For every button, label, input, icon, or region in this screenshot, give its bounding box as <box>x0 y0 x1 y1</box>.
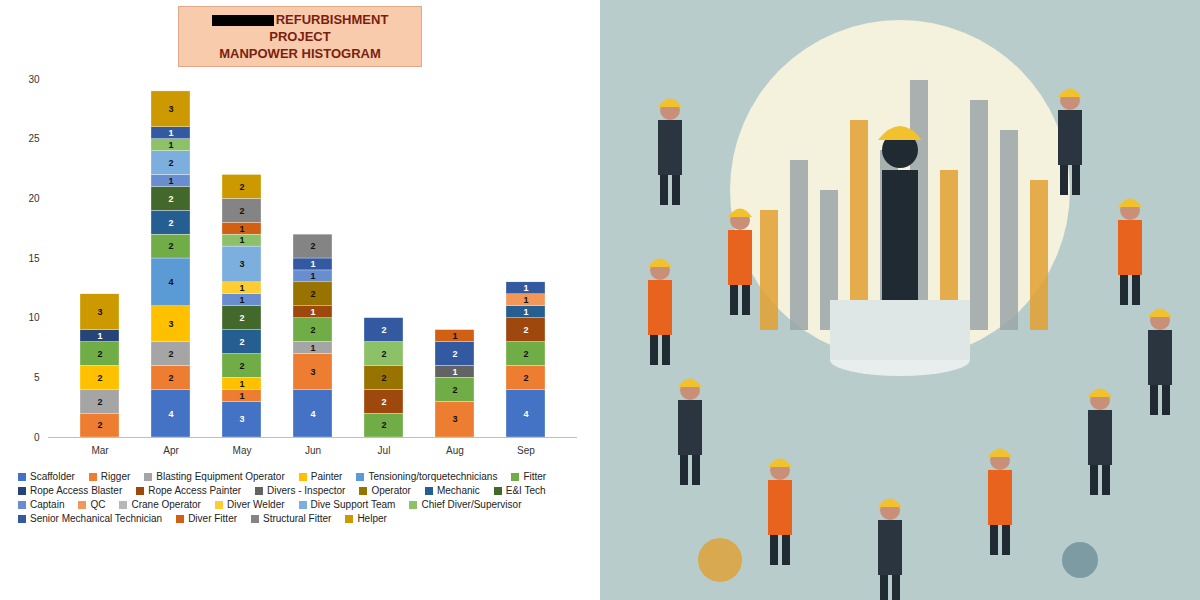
svg-text:20: 20 <box>28 193 40 204</box>
html-text:E&I Tech: E&I Tech <box>505 485 546 496</box>
html-text:Blasting Equipment Operator: Blasting Equipment Operator <box>156 471 285 482</box>
svg-text:1: 1 <box>239 295 244 305</box>
svg-text:2: 2 <box>239 313 244 323</box>
html-text:Structural Fitter: Structural Fitter <box>263 513 332 524</box>
svg-text:2: 2 <box>310 289 315 299</box>
svg-text:1: 1 <box>239 379 244 389</box>
svg-text:2: 2 <box>97 349 102 359</box>
svg-text:3: 3 <box>97 307 102 317</box>
svg-text:1: 1 <box>239 224 244 234</box>
svg-text:Mar: Mar <box>91 445 109 456</box>
html-text:Senior Mechanical Technician: Senior Mechanical Technician <box>30 513 163 524</box>
svg-text:0: 0 <box>34 432 40 443</box>
svg-text:2: 2 <box>452 385 457 395</box>
svg-text:2: 2 <box>523 349 528 359</box>
svg-text:3: 3 <box>310 367 315 377</box>
svg-text:2: 2 <box>239 361 244 371</box>
svg-text:1: 1 <box>310 343 315 353</box>
svg-text:1: 1 <box>239 283 244 293</box>
svg-text:1: 1 <box>97 331 102 341</box>
svg-text:30: 30 <box>28 74 40 85</box>
html-text:MANPOWER HISTOGRAM: MANPOWER HISTOGRAM <box>219 46 381 61</box>
html-text:Helper: Helper <box>357 513 387 524</box>
svg-text:1: 1 <box>168 176 173 186</box>
html-text:Painter: Painter <box>310 471 343 482</box>
svg-text:2: 2 <box>523 325 528 335</box>
svg-text:3: 3 <box>239 259 244 269</box>
html-text:Rope Access Blaster: Rope Access Blaster <box>30 485 123 496</box>
svg-text:15: 15 <box>28 253 40 264</box>
svg-text:1: 1 <box>239 391 244 401</box>
html-text:QC: QC <box>90 499 106 510</box>
svg-text:Sep: Sep <box>517 445 535 456</box>
svg-text:May: May <box>233 445 252 456</box>
svg-text:Apr: Apr <box>163 445 179 456</box>
svg-text:5: 5 <box>34 372 40 383</box>
svg-text:1: 1 <box>239 235 244 245</box>
svg-text:1: 1 <box>452 331 457 341</box>
svg-text:2: 2 <box>381 349 386 359</box>
svg-text:3: 3 <box>239 414 244 424</box>
svg-text:10: 10 <box>28 312 40 323</box>
svg-text:3: 3 <box>168 319 173 329</box>
svg-text:1: 1 <box>523 283 528 293</box>
html-text:Operator: Operator <box>371 485 411 496</box>
svg-text:2: 2 <box>239 206 244 216</box>
svg-text:2: 2 <box>168 241 173 251</box>
svg-text:1: 1 <box>310 307 315 317</box>
svg-text:2: 2 <box>168 218 173 228</box>
html-text:Mechanic: Mechanic <box>436 485 480 496</box>
html-text:Crane Operator: Crane Operator <box>131 499 201 510</box>
html-text:Diver Welder: Diver Welder <box>227 499 285 510</box>
svg-text:25: 25 <box>28 133 40 144</box>
svg-text:3: 3 <box>168 104 173 114</box>
html-text:Scaffolder: Scaffolder <box>30 471 75 482</box>
svg-text:1: 1 <box>310 259 315 269</box>
svg-text:2: 2 <box>168 349 173 359</box>
svg-text:4: 4 <box>310 409 315 419</box>
html-text:Tensioning/torquetechnicians: Tensioning/torquetechnicians <box>368 471 498 482</box>
html-text:Divers - Inspector: Divers - Inspector <box>267 485 346 496</box>
html-text:Fitter: Fitter <box>523 471 547 482</box>
html-text:Rigger: Rigger <box>100 471 131 482</box>
svg-text:2: 2 <box>523 373 528 383</box>
svg-text:2: 2 <box>97 397 102 407</box>
svg-text:1: 1 <box>168 128 173 138</box>
html-text:Dive Support Team: Dive Support Team <box>310 499 396 510</box>
svg-text:1: 1 <box>452 367 457 377</box>
html-text:Diver Fitter: Diver Fitter <box>188 513 237 524</box>
html-text:Rope Access Painter: Rope Access Painter <box>148 485 242 496</box>
svg-text:1: 1 <box>168 140 173 150</box>
svg-text:2: 2 <box>310 325 315 335</box>
svg-text:2: 2 <box>239 182 244 192</box>
svg-text:Aug: Aug <box>446 445 464 456</box>
html-text:Chief Diver/Supervisor: Chief Diver/Supervisor <box>421 499 522 510</box>
svg-text:Jul: Jul <box>378 445 391 456</box>
svg-text:4: 4 <box>168 277 173 287</box>
svg-text:3: 3 <box>452 414 457 424</box>
svg-text:Jun: Jun <box>305 445 321 456</box>
html-text:REFURBISHMENT PROJECT: REFURBISHMENT PROJECT <box>269 12 389 44</box>
html-text:Captain: Captain <box>30 499 65 510</box>
svg-text:2: 2 <box>381 420 386 430</box>
svg-text:2: 2 <box>239 337 244 347</box>
svg-text:2: 2 <box>168 373 173 383</box>
svg-text:2: 2 <box>168 194 173 204</box>
svg-text:2: 2 <box>381 373 386 383</box>
svg-text:1: 1 <box>523 307 528 317</box>
svg-text:4: 4 <box>168 409 173 419</box>
svg-text:2: 2 <box>310 241 315 251</box>
svg-text:2: 2 <box>168 158 173 168</box>
svg-text:1: 1 <box>523 295 528 305</box>
svg-text:1: 1 <box>310 271 315 281</box>
svg-text:2: 2 <box>381 325 386 335</box>
svg-text:2: 2 <box>452 349 457 359</box>
svg-text:2: 2 <box>97 420 102 430</box>
svg-text:4: 4 <box>523 409 528 419</box>
svg-text:2: 2 <box>381 397 386 407</box>
svg-text:2: 2 <box>97 373 102 383</box>
